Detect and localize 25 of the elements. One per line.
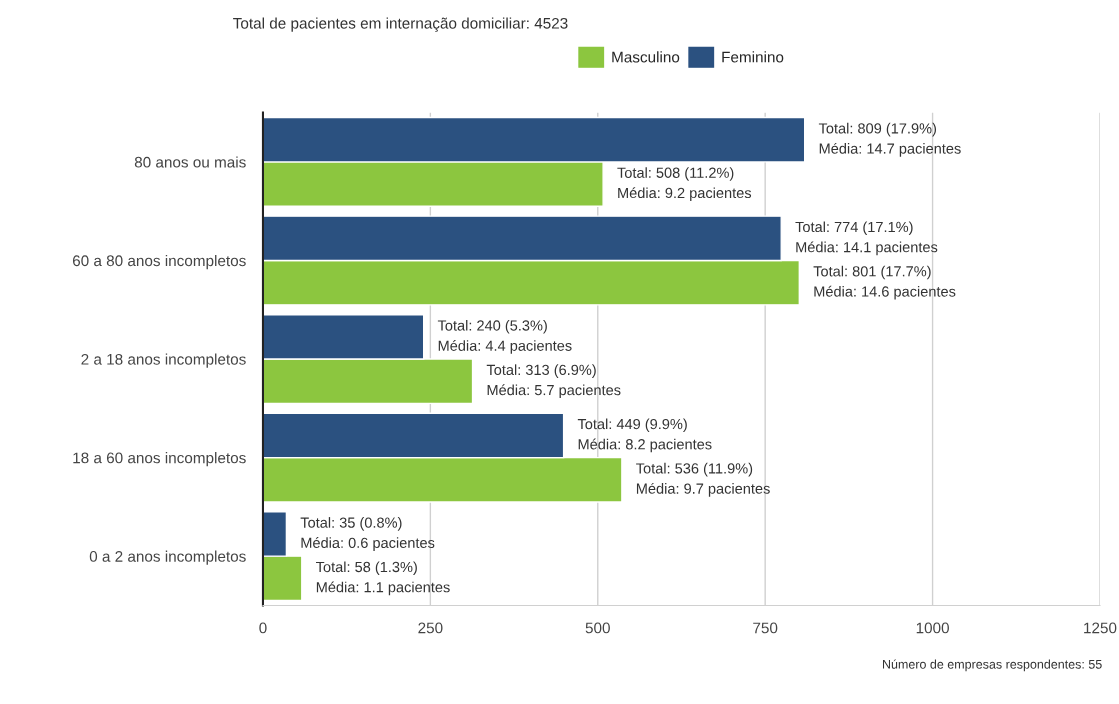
- x-tick-label: 0: [259, 622, 267, 634]
- data-label: Total: 449 (9.9%) Média: 8.2 pacientes: [577, 418, 712, 453]
- data-label: Total: 35 (0.8%) Média: 0.6 pacientes: [300, 517, 435, 551]
- y-tick-label: 60 a 80 anos incompletos: [72, 254, 246, 270]
- x-tick-label: 750: [753, 622, 778, 634]
- y-tick-label: 80 anos ou mais: [134, 156, 246, 168]
- data-label: Total: 801 (17.7%) Média: 14.6 pacientes: [813, 265, 956, 300]
- data-label: Total: 58 (1.3%) Média: 1.1 pacientes: [316, 561, 450, 596]
- x-tick-label: 500: [585, 622, 610, 634]
- data-label: Total: 774 (17.1%) Média: 14.1 pacientes: [795, 221, 938, 256]
- text: Número de empresas respondentes: 55: [882, 659, 1102, 672]
- data-label: Total: 536 (11.9%) Média: 9.7 pacientes: [636, 462, 770, 497]
- data-label: Total: 240 (5.3%) Média: 4.4 pacientes: [437, 319, 572, 354]
- y-tick-label: 2 a 18 anos incompletos: [81, 353, 246, 368]
- legend-label: Feminino: [722, 51, 784, 63]
- x-tick-label: 1250: [1084, 622, 1117, 634]
- data-label: Total: 508 (11.2%) Média: 9.2 pacientes: [617, 167, 752, 201]
- y-tick-label: 18 a 60 anos incompletos: [73, 452, 246, 467]
- data-label: Total: 313 (6.9%) Média: 5.7 pacientes: [486, 364, 621, 399]
- x-tick-label: 250: [418, 622, 443, 634]
- x-tick-label: 1000: [916, 622, 949, 634]
- legend-label: Masculino: [612, 51, 680, 63]
- chart-title: Total de pacientes em internação domiciliar: 4523: [233, 17, 568, 32]
- y-tick-label: 0 a 2 anos incompletos: [89, 550, 246, 565]
- data-label: Total: 809 (17.9%) Média: 14.7 pacientes: [818, 122, 961, 157]
